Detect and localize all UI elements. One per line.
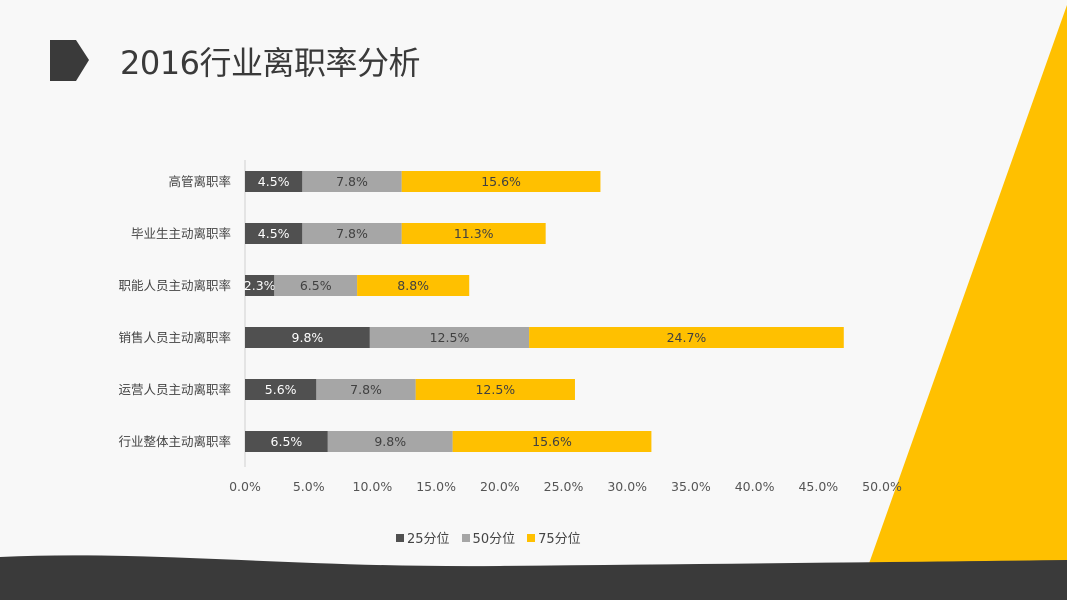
page-title: 2016行业离职率分析 (120, 44, 420, 82)
x-tick-label: 5.0% (293, 479, 325, 494)
category-label: 运营人员主动离职率 (118, 382, 231, 397)
legend-item-p50: 50分位 (461, 528, 516, 547)
bar-segment-p75 (357, 275, 470, 296)
legend-swatch-p75 (527, 533, 536, 542)
x-tick-label: 35.0% (671, 479, 711, 494)
data-label-p50: 9.8% (374, 434, 406, 449)
bar-segment-p50 (302, 171, 402, 192)
x-tick-label: 20.0% (480, 479, 520, 494)
legend-label-p75: 75分位 (538, 532, 581, 547)
bar-segment-p75 (401, 223, 546, 244)
bar-segment-p25 (245, 171, 303, 192)
data-label-p50: 7.8% (336, 174, 368, 189)
bar-segment-p25 (245, 327, 370, 348)
chart-legend: 25分位 50分位 75分位 (396, 528, 581, 547)
yellow-triangle-decoration (866, 5, 1067, 572)
x-tick-label: 25.0% (544, 479, 584, 494)
x-tick-label: 40.0% (735, 479, 775, 494)
data-label-p25: 4.5% (258, 226, 290, 241)
data-label-p50: 12.5% (430, 330, 470, 345)
data-label-p25: 6.5% (271, 434, 303, 449)
data-label-p50: 7.8% (350, 382, 382, 397)
x-tick-label: 10.0% (353, 479, 393, 494)
data-label-p75: 15.6% (481, 174, 521, 189)
bar-segment-p75 (529, 327, 844, 348)
x-tick-label: 50.0% (862, 479, 902, 494)
data-label-p75: 8.8% (397, 278, 429, 293)
bar-segment-p75 (415, 379, 575, 400)
legend-label-p25: 25分位 (407, 532, 450, 547)
x-tick-label: 45.0% (798, 479, 838, 494)
x-tick-label: 0.0% (229, 479, 261, 494)
data-label-p50: 6.5% (300, 278, 332, 293)
category-label: 高管离职率 (168, 174, 231, 189)
bar-segment-p50 (327, 431, 453, 452)
title-marker-icon (50, 40, 89, 81)
x-tick-label: 15.0% (416, 479, 456, 494)
category-label: 行业整体主动离职率 (118, 434, 231, 449)
bar-segment-p50 (302, 223, 402, 244)
legend-swatch-p25 (396, 533, 404, 542)
category-label: 毕业生主动离职率 (131, 226, 231, 241)
bar-segment-p25 (245, 431, 328, 452)
data-label-p25: 4.5% (258, 174, 290, 189)
bar-segment-p50 (274, 275, 358, 296)
legend-swatch-p50 (461, 533, 470, 542)
x-tick-label: 30.0% (607, 479, 647, 494)
bar-segment-p25 (245, 379, 317, 400)
data-label-p75: 11.3% (454, 226, 494, 241)
data-label-p75: 24.7% (667, 330, 707, 345)
category-label: 销售人员主动离职率 (118, 330, 231, 345)
bar-segment-p75 (401, 171, 601, 192)
bar-segment-p25 (245, 223, 303, 244)
category-label: 职能人员主动离职率 (118, 278, 231, 293)
bar-segment-p50 (369, 327, 530, 348)
data-label-p50: 7.8% (336, 226, 368, 241)
bar-segment-p75 (452, 431, 652, 452)
bar-segment-p50 (316, 379, 416, 400)
data-label-p25: 9.8% (292, 330, 324, 345)
legend-item-p75: 75分位 (527, 528, 581, 547)
legend-item-p25: 25分位 (396, 528, 450, 547)
data-label-p25: 5.6% (265, 382, 297, 397)
data-label-p25: 2.3% (244, 278, 276, 293)
legend-label-p50: 50分位 (472, 532, 516, 547)
data-label-p75: 12.5% (475, 382, 515, 397)
bar-segment-p25 (245, 275, 275, 296)
dark-wave-footer (0, 555, 1067, 600)
data-label-p75: 15.6% (532, 434, 572, 449)
